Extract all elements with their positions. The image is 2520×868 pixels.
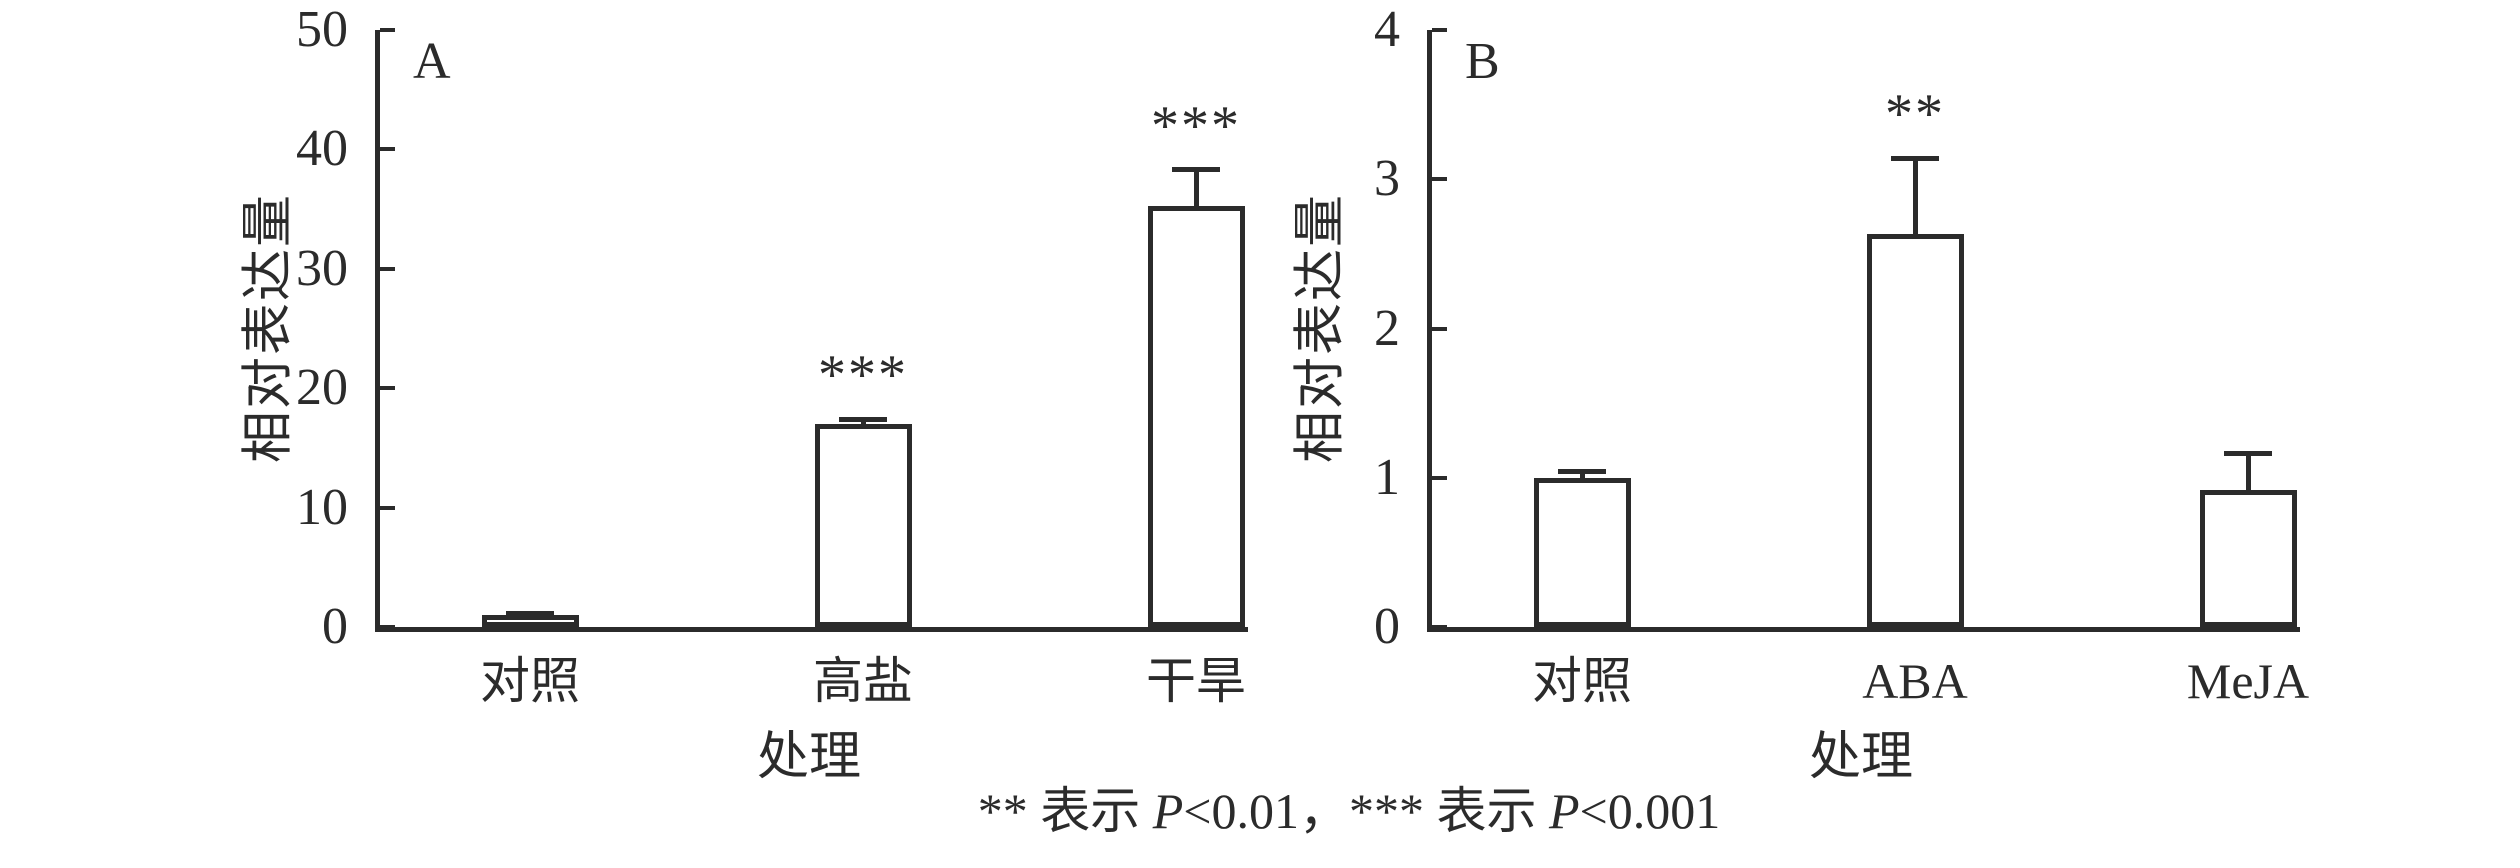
x-axis-title-B: 处理 xyxy=(1808,729,1913,786)
bar-ABA xyxy=(1866,234,1964,627)
panel-label-A: A xyxy=(413,33,451,90)
significance-stars: ** xyxy=(1885,83,1945,146)
bar-MeJA xyxy=(2199,489,2297,627)
y-axis-tick-label: 0 xyxy=(1374,598,1400,655)
bar-对照 xyxy=(481,615,579,627)
y-axis-tick xyxy=(1432,625,1447,629)
error-bar-stem xyxy=(1193,169,1199,206)
y-axis-tick-label: 40 xyxy=(296,120,348,178)
x-category-label: 对照 xyxy=(480,653,580,709)
plot-area-A: A 0 10 20 30 40 50 对照 *** 高盐 *** 干旱 xyxy=(296,1,1248,707)
error-bar-cap xyxy=(1558,469,1606,475)
y-axis-tick xyxy=(1432,177,1447,182)
y-axis-tick xyxy=(1432,475,1447,480)
y-axis-title-A: 相对表达量 xyxy=(240,192,298,464)
y-axis-tick xyxy=(380,147,395,152)
error-bar-cap xyxy=(839,416,887,422)
bar-干旱 xyxy=(1147,205,1245,627)
x-category-label: MeJA xyxy=(2186,653,2310,709)
y-axis-tick xyxy=(380,266,395,271)
error-bar-stem xyxy=(1579,471,1585,478)
bar-对照 xyxy=(1533,477,1631,627)
y-axis-tick-label: 20 xyxy=(296,359,348,417)
plot-area-B: B 0 1 2 3 4 对照 ** ABA MeJA xyxy=(1374,1,2309,707)
significance-stars: *** xyxy=(1151,94,1241,157)
x-category-label: 干旱 xyxy=(1146,653,1246,709)
error-bar-cap xyxy=(506,611,554,617)
p-value-symbol: P xyxy=(1549,783,1580,839)
bar-高盐 xyxy=(814,424,912,627)
significance-legend: ** 表示 P<0.01，*** 表示 P<0.001 xyxy=(978,782,1721,840)
panel-A: 相对表达量 A 0 10 20 30 40 50 对照 *** 高盐 *** 干旱 处理 xyxy=(241,1,1248,784)
error-bar-cap xyxy=(1891,155,1939,161)
significance-stars: *** xyxy=(818,344,908,407)
y-axis-tick xyxy=(1432,326,1447,331)
y-axis-tick-label: 1 xyxy=(1374,448,1400,506)
x-category-label: ABA xyxy=(1862,653,1968,709)
x-category-label: 高盐 xyxy=(813,653,913,709)
panel-label-B: B xyxy=(1465,33,1500,90)
y-axis-tick xyxy=(380,505,395,510)
y-axis-tick xyxy=(380,625,395,629)
y-axis-tick xyxy=(380,28,395,32)
y-axis-tick-label: 2 xyxy=(1374,299,1400,357)
legend-text-part: ** 表示 xyxy=(977,783,1153,839)
panel-B: 相对表达量 B 0 1 2 3 4 对照 ** ABA MeJA 处理 xyxy=(1293,1,2310,784)
error-bar-stem xyxy=(1912,158,1918,235)
y-axis-tick xyxy=(1432,28,1447,32)
y-axis-tick-label: 3 xyxy=(1374,150,1400,208)
y-axis-tick-label: 10 xyxy=(296,478,348,536)
legend-text-part: <0.01，*** 表示 xyxy=(1183,783,1549,839)
error-bar-cap xyxy=(1172,167,1220,173)
error-bar-stem xyxy=(2245,453,2251,490)
error-bar-cap xyxy=(2224,451,2272,457)
p-value-symbol: P xyxy=(1152,783,1184,839)
y-axis-tick-label: 0 xyxy=(322,598,348,655)
x-axis-title-A: 处理 xyxy=(756,729,861,786)
y-axis-tick-label: 4 xyxy=(1374,1,1400,58)
y-axis-tick xyxy=(380,386,395,391)
y-axis-tick-label: 30 xyxy=(296,239,348,297)
x-category-label: 对照 xyxy=(1532,653,1632,709)
legend-text-part: <0.001 xyxy=(1579,783,1721,839)
y-axis-tick-label: 50 xyxy=(296,1,348,58)
